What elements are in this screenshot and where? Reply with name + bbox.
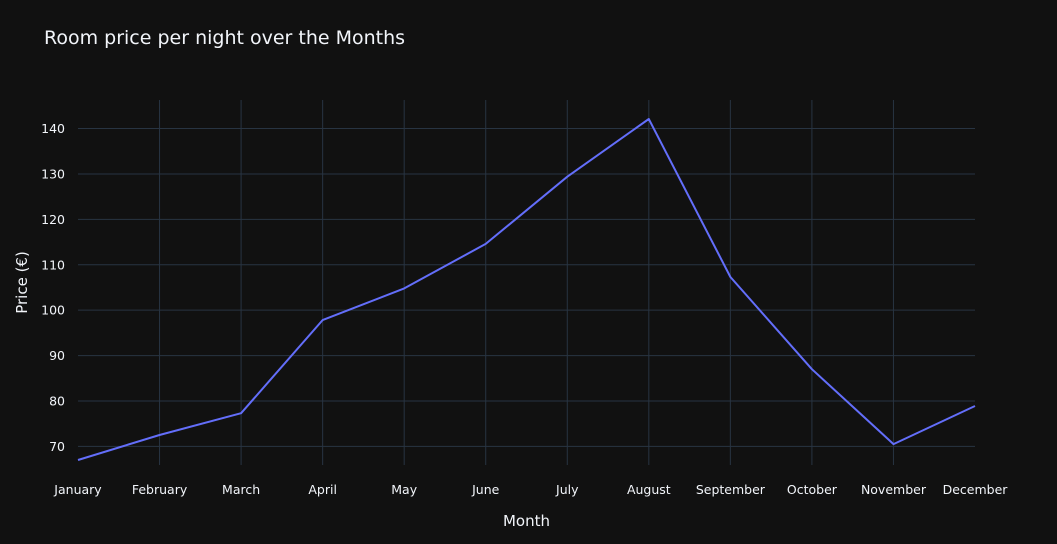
tick-layer: January February March April May June July Augu… xyxy=(41,121,1008,497)
y-tick-label: 70 xyxy=(49,439,65,454)
x-tick-label: September xyxy=(696,482,766,497)
x-tick-label: December xyxy=(943,482,1009,497)
chart-title: Room price per night over the Months xyxy=(44,27,406,49)
x-tick-label: April xyxy=(308,482,337,497)
y-tick-label: 90 xyxy=(49,348,65,363)
x-axis-title: Month xyxy=(503,512,550,530)
y-axis-title: Price (€) xyxy=(13,251,31,314)
x-tick-label: August xyxy=(627,482,671,497)
x-tick-label: October xyxy=(787,482,838,497)
y-tick-label: 80 xyxy=(49,393,65,408)
y-tick-label: 140 xyxy=(41,121,65,136)
x-tick-label: July xyxy=(555,482,579,497)
y-tick-label: 120 xyxy=(41,212,65,227)
x-tick-label: March xyxy=(222,482,260,497)
x-tick-label: May xyxy=(391,482,417,497)
y-tick-label: 130 xyxy=(41,166,65,181)
x-tick-label: November xyxy=(861,482,927,497)
y-tick-label: 100 xyxy=(41,303,65,318)
x-tick-label: January xyxy=(53,482,102,497)
grid-layer xyxy=(78,100,975,465)
series-line xyxy=(77,118,976,461)
x-tick-label: February xyxy=(132,482,188,497)
y-tick-label: 110 xyxy=(41,257,65,272)
series-layer xyxy=(77,118,976,461)
x-tick-label: June xyxy=(471,482,500,497)
